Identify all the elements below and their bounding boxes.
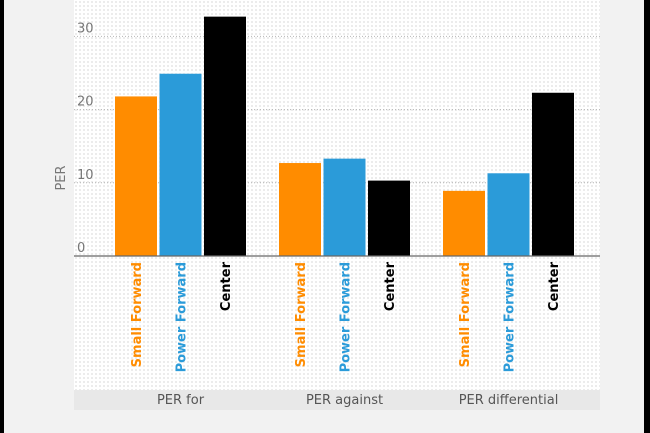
- axes: 0 10 20 30: [74, 21, 600, 257]
- category-label: Power Forward: [503, 262, 518, 372]
- y-axis-title: PER: [54, 165, 69, 190]
- bar-center: [532, 92, 574, 256]
- frame-right-border: [644, 0, 650, 433]
- bar-center: [368, 180, 410, 256]
- bar-power-forward: [487, 173, 530, 256]
- category-label: Small Forward: [294, 262, 309, 367]
- y-tick-label: 10: [77, 168, 94, 183]
- category-label: Center: [547, 261, 562, 311]
- bar-small-forward: [279, 163, 321, 256]
- group-label: PER against: [305, 393, 384, 408]
- y-tick-label: 20: [77, 95, 94, 110]
- bar-power-forward: [323, 158, 366, 256]
- bar-center: [204, 16, 246, 256]
- group-label: PER differential: [458, 393, 559, 408]
- category-label: Power Forward: [339, 262, 354, 372]
- group-label: PER for: [156, 393, 205, 408]
- category-label: Center: [219, 261, 234, 311]
- category-label: Small Forward: [130, 262, 145, 367]
- category-labels: Small Forward Power Forward Center Small Fo…: [130, 261, 562, 372]
- y-tick-label: 30: [77, 21, 94, 36]
- category-label: Small Forward: [458, 262, 473, 367]
- category-label: Power Forward: [175, 262, 190, 372]
- y-tick-label: 0: [77, 241, 85, 256]
- category-label: Center: [383, 261, 398, 311]
- bar-power-forward: [159, 73, 202, 257]
- group-label-strip: [74, 390, 600, 410]
- frame-left-border: [0, 0, 4, 433]
- bar-small-forward: [443, 190, 485, 256]
- bars: [115, 16, 574, 257]
- bar-small-forward: [115, 96, 157, 256]
